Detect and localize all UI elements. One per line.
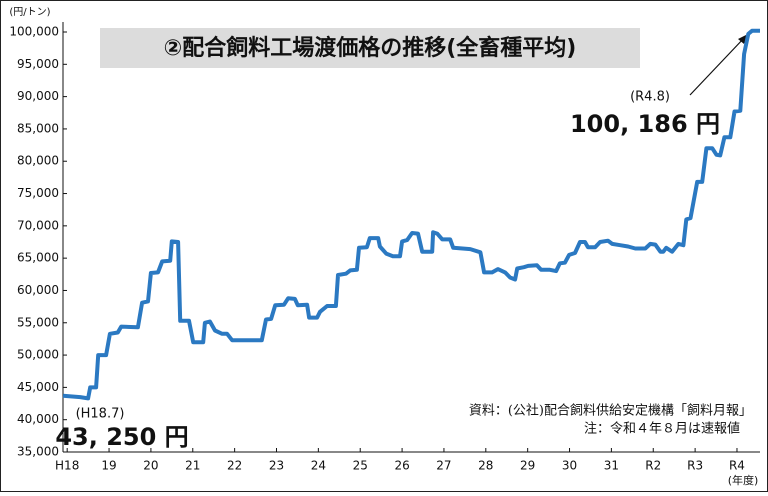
y-tick-label: 100,000: [9, 25, 59, 39]
x-tick-label: R3: [687, 459, 703, 473]
x-tick-label: 23: [269, 459, 284, 473]
x-tick-label: 26: [394, 459, 409, 473]
x-tick-label: 29: [520, 459, 535, 473]
arrow: [689, 36, 746, 96]
y-unit: (円/トン): [9, 7, 50, 18]
end-value: 100, 186 円: [570, 110, 720, 138]
arrow-head: [738, 34, 748, 44]
x-unit: (年度): [728, 473, 759, 487]
y-tick-label: 60,000: [17, 283, 59, 297]
y-tick-label: 90,000: [17, 89, 59, 103]
x-tick-label: R2: [645, 459, 661, 473]
x-tick-label: R4: [729, 459, 745, 473]
price-line: [62, 28, 760, 401]
y-tick-label: 40,000: [17, 412, 59, 426]
start-value: 43, 250 円: [55, 423, 188, 451]
x-tick-label: 24: [311, 459, 326, 473]
y-tick-label: 45,000: [17, 380, 59, 394]
y-tick-label: 50,000: [17, 348, 59, 362]
source: 資料：(公社)配合飼料供給安定機構「飼料月報」: [469, 403, 752, 419]
x-tick-label: 25: [353, 459, 368, 473]
title-box: [100, 28, 640, 68]
x-tick-label: 22: [227, 459, 242, 473]
start-date: (H18.7): [76, 407, 125, 422]
y-tick-label: 35,000: [17, 445, 59, 459]
x-tick-label: 20: [143, 459, 158, 473]
x-tick-label: 30: [562, 459, 577, 473]
x-tick-label: 21: [185, 459, 200, 473]
y-tick-label: 95,000: [17, 57, 59, 71]
y-tick-label: 65,000: [17, 251, 59, 265]
note: 注：令和４年８月は速報値: [584, 421, 740, 437]
x-tick-label: H18: [55, 459, 79, 473]
y-tick-label: 75,000: [17, 186, 59, 200]
y-tick-label: 70,000: [17, 218, 59, 232]
chart-title: ②配合飼料工場渡価格の推移(全畜種平均): [164, 35, 577, 61]
x-tick-label: 31: [604, 459, 619, 473]
y-tick-label: 55,000: [17, 315, 59, 329]
y-tick-label: 80,000: [17, 154, 59, 168]
x-tick-label: 28: [478, 459, 493, 473]
y-tick-label: 85,000: [17, 121, 59, 135]
x-tick-label: 27: [436, 459, 451, 473]
end-date: (R4.8): [630, 90, 670, 105]
x-tick-label: 19: [101, 459, 116, 473]
